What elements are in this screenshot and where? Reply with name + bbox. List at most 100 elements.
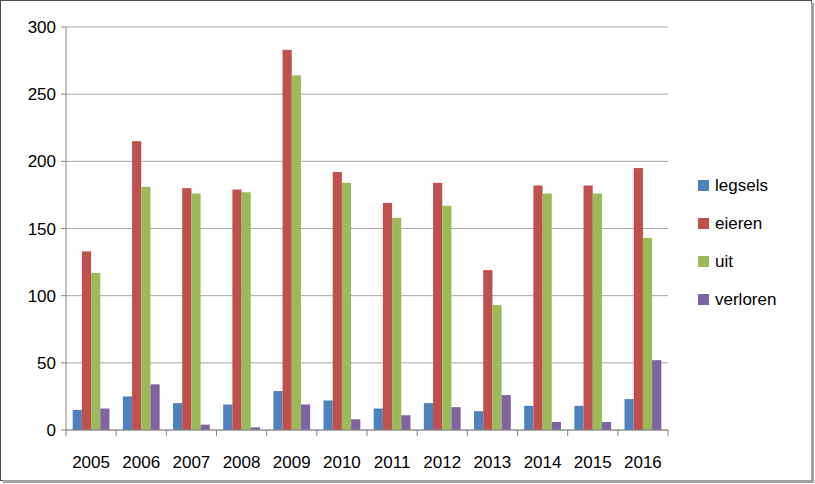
bar xyxy=(283,50,292,430)
legend-label: eieren xyxy=(715,214,762,233)
x-tick xyxy=(668,430,669,436)
tick-mark xyxy=(61,295,66,296)
bar xyxy=(73,410,82,430)
shadow xyxy=(3,480,814,483)
tick-label: 100 xyxy=(28,287,56,306)
frame xyxy=(1,1,812,481)
bars xyxy=(73,50,662,430)
bar xyxy=(492,305,501,430)
bar xyxy=(292,75,301,430)
tick-mark xyxy=(61,27,66,28)
tick-mark xyxy=(61,362,66,363)
bar xyxy=(483,270,492,430)
category-label: 2006 xyxy=(122,453,160,472)
tick-mark xyxy=(61,161,66,162)
bar xyxy=(374,409,383,430)
bar xyxy=(223,404,232,430)
x-tick xyxy=(216,430,217,436)
category-label: 2009 xyxy=(273,453,311,472)
tick-label: 150 xyxy=(28,220,56,239)
legend-swatch xyxy=(698,180,709,191)
x-tick xyxy=(467,430,468,436)
tick-mark xyxy=(61,228,66,229)
bar xyxy=(392,218,401,430)
tick-label: 50 xyxy=(37,354,56,373)
tick-mark xyxy=(61,94,66,95)
category-label: 2007 xyxy=(173,453,211,472)
bar xyxy=(201,425,210,430)
bar xyxy=(301,404,310,430)
x-tick xyxy=(617,430,618,436)
bar xyxy=(652,360,661,430)
bar xyxy=(602,422,611,430)
legend-swatch xyxy=(698,218,709,229)
bar xyxy=(533,186,542,430)
grid-line xyxy=(66,228,668,229)
category-label: 2014 xyxy=(524,453,562,472)
legend-swatch xyxy=(698,294,709,305)
bar xyxy=(91,273,100,430)
bar xyxy=(584,186,593,430)
bar xyxy=(232,190,241,430)
bar xyxy=(643,238,652,430)
category-label: 2010 xyxy=(323,453,361,472)
bar xyxy=(273,391,282,430)
category-label: 2013 xyxy=(474,453,512,472)
bar xyxy=(401,415,410,430)
grid-line xyxy=(66,295,668,296)
bar xyxy=(141,187,150,430)
bar xyxy=(524,406,533,430)
y-axis xyxy=(66,27,67,430)
bar xyxy=(173,403,182,430)
bar xyxy=(242,192,251,430)
tick-mark xyxy=(61,430,66,431)
x-tick xyxy=(417,430,418,436)
category-label: 2016 xyxy=(624,453,662,472)
bar xyxy=(150,384,159,430)
grid-line xyxy=(66,94,668,95)
bar xyxy=(324,400,333,430)
bar xyxy=(543,194,552,430)
tick-label: 0 xyxy=(47,421,56,440)
category-label: 2012 xyxy=(423,453,461,472)
x-tick xyxy=(266,430,267,436)
bar xyxy=(123,396,132,430)
x-tick xyxy=(166,430,167,436)
x-tick xyxy=(567,430,568,436)
shadow xyxy=(811,3,814,483)
bar xyxy=(383,203,392,430)
x-tick xyxy=(517,430,518,436)
bar xyxy=(191,194,200,430)
bar xyxy=(342,183,351,430)
bar xyxy=(634,168,643,430)
category-label: 2005 xyxy=(72,453,110,472)
bar xyxy=(424,403,433,430)
x-tick xyxy=(116,430,117,436)
bar xyxy=(593,194,602,430)
bar xyxy=(333,172,342,430)
grid-line xyxy=(66,27,668,28)
bar xyxy=(552,422,561,430)
legend-label: legsels xyxy=(715,176,768,195)
bar xyxy=(132,141,141,430)
bar xyxy=(502,395,511,430)
bar xyxy=(100,409,109,430)
tick-label: 200 xyxy=(28,152,56,171)
bar xyxy=(182,188,191,430)
chart: 0 50 100 150 200 250 300 2005 2006 2007 2008 2009 20… xyxy=(0,0,815,484)
bar xyxy=(451,407,460,430)
tick-label: 300 xyxy=(28,18,56,37)
legend-label: uit xyxy=(715,252,733,271)
x-tick xyxy=(367,430,368,436)
legend-label: verloren xyxy=(715,290,776,309)
bar xyxy=(574,406,583,430)
category-label: 2008 xyxy=(223,453,261,472)
bar xyxy=(625,399,634,430)
grid-line xyxy=(66,161,668,162)
bar xyxy=(433,183,442,430)
tick-label: 250 xyxy=(28,85,56,104)
bar xyxy=(442,206,451,430)
category-label: 2015 xyxy=(574,453,612,472)
legend-swatch xyxy=(698,256,709,267)
category-label: 2011 xyxy=(374,453,411,472)
